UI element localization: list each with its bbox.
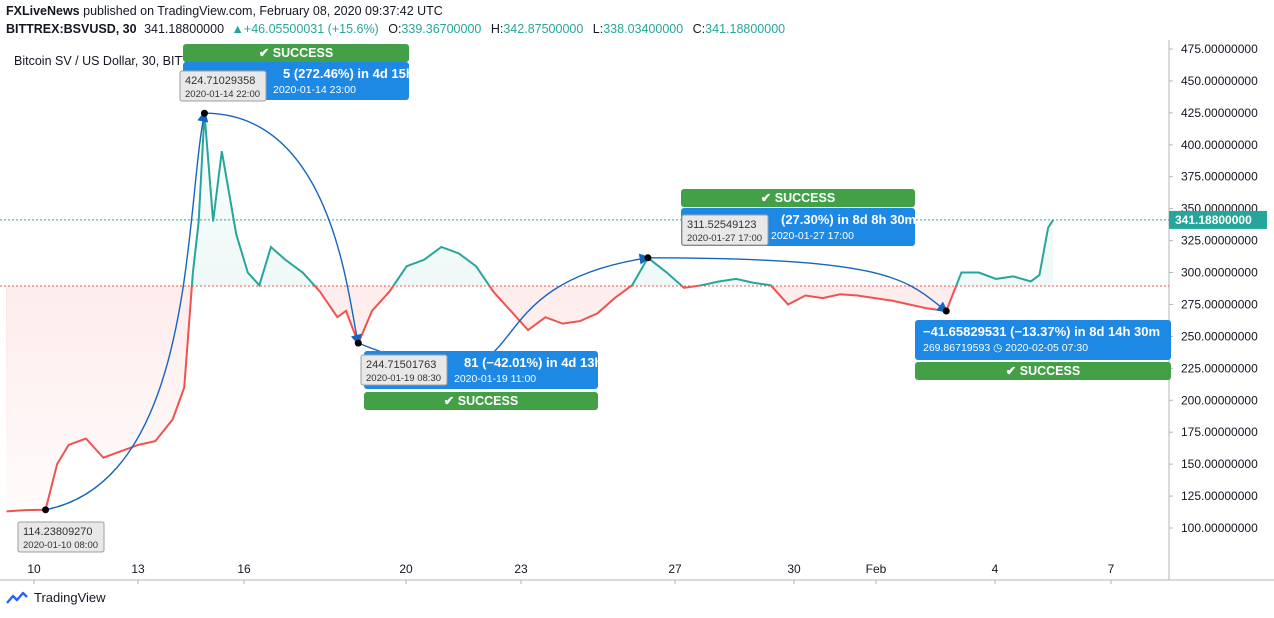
anchor-price-label: 114.23809270 <box>23 526 93 538</box>
success-badge <box>681 189 915 207</box>
x-tick-label: Feb <box>866 562 887 576</box>
anchor-date-label: 2020-01-19 08:30 <box>366 373 441 384</box>
anchor-date-label: 2020-01-10 08:00 <box>23 540 98 551</box>
open-label: O: <box>388 22 402 36</box>
open-value: 339.36700000 <box>401 22 482 36</box>
publisher-name: FXLiveNews <box>6 4 80 18</box>
result-callout-text: (27.30%) in 8d 8h 30m <box>781 212 916 227</box>
y-tick-label: 225.00000000 <box>1181 361 1258 375</box>
low-label: L: <box>592 22 604 36</box>
anchor-price-label: 311.52549123 <box>687 219 757 231</box>
success-badge-label: ✔ SUCCESS <box>259 46 333 60</box>
success-badge-label: ✔ SUCCESS <box>1006 364 1080 378</box>
result-callout-date: 269.86719593 ◷ 2020-02-05 07:30 <box>923 342 1088 354</box>
y-tick-label: 150.00000000 <box>1181 457 1258 471</box>
anchor-point <box>942 307 950 315</box>
success-badge-label: ✔ SUCCESS <box>444 394 518 408</box>
result-callout-text: 5 (272.46%) in 4d 15h <box>283 66 414 81</box>
low-value: 338.03400000 <box>603 22 684 36</box>
anchor-label-box <box>360 354 448 386</box>
symbol-line: BITTREX:BSVUSD, 30 341.18800000 ▲+46.055… <box>6 22 785 36</box>
anchor-point <box>200 109 208 117</box>
y-tick-label: 300.00000000 <box>1181 266 1258 280</box>
high-value: 342.87500000 <box>503 22 584 36</box>
y-tick-label: 100.00000000 <box>1181 521 1258 535</box>
tradingview-logo-icon[interactable] <box>6 591 28 605</box>
y-tick-label: 450.00000000 <box>1181 74 1258 88</box>
anchor-price-label: 244.71501763 <box>366 359 436 371</box>
symbol-label: BITTREX:BSVUSD, 30 <box>6 22 137 36</box>
projection-arrow <box>204 112 362 346</box>
up-triangle-icon: ▲ <box>231 22 244 36</box>
x-tick-label: 27 <box>668 562 682 576</box>
anchor-point <box>644 254 652 262</box>
projection-arrow <box>647 257 949 313</box>
last-price-tag-label: 341.18800000 <box>1175 213 1252 227</box>
y-tick-label: 475.00000000 <box>1181 42 1258 56</box>
area-below-reference <box>6 285 957 512</box>
chart-title: Bitcoin SV / US Dollar, 30, BITTREX <box>14 54 216 68</box>
y-tick-label: 375.00000000 <box>1181 170 1258 184</box>
last-price: 341.18800000 <box>144 22 225 36</box>
publish-line: FXLiveNews published on TradingView.com,… <box>6 4 443 18</box>
price-line-down <box>6 285 958 513</box>
y-tick-label: 275.00000000 <box>1181 297 1258 311</box>
x-tick-label: 7 <box>1108 562 1115 576</box>
anchor-label-box <box>179 70 267 102</box>
close-value: 341.18800000 <box>705 22 786 36</box>
result-callout <box>915 320 1171 360</box>
success-badge-label: ✔ SUCCESS <box>761 191 835 205</box>
price-chart[interactable]: 100.00000000 125.00000000 150.00000000 175.… <box>0 40 1274 585</box>
y-tick-label: 200.00000000 <box>1181 393 1258 407</box>
x-tick-label: 16 <box>237 562 251 576</box>
result-callout-text: 81 (−42.01%) in 4d 13h <box>464 355 602 370</box>
anchor-point <box>42 506 50 514</box>
published-text: published on TradingView.com, February 0… <box>83 4 443 18</box>
success-badge <box>364 392 598 410</box>
tradingview-brand[interactable]: TradingView <box>34 590 106 605</box>
price-change: +46.05500031 (+15.6%) <box>243 22 379 36</box>
y-tick-label: 325.00000000 <box>1181 234 1258 248</box>
y-tick-label: 250.00000000 <box>1181 329 1258 343</box>
last-price-tag <box>1169 210 1267 229</box>
anchor-date-label: 2020-01-14 22:00 <box>185 89 260 100</box>
x-tick-label: 10 <box>27 562 41 576</box>
anchor-price-label: 424.71029358 <box>185 75 255 87</box>
anchor-label-box <box>17 521 105 553</box>
y-tick-label: 175.00000000 <box>1181 425 1258 439</box>
projection-arrow <box>45 110 209 511</box>
anchor-label-box <box>681 214 769 246</box>
result-callout-date: 2020-01-14 23:00 <box>273 84 356 96</box>
result-callout-date: 2020-01-19 11:00 <box>454 373 536 385</box>
x-tick-label: 13 <box>131 562 145 576</box>
footer: TradingView <box>6 590 106 605</box>
x-tick-label: 23 <box>514 562 528 576</box>
anchor-date-label: 2020-01-27 17:00 <box>687 233 762 244</box>
y-tick-label: 425.00000000 <box>1181 106 1258 120</box>
success-badge <box>915 362 1171 380</box>
y-tick-label: 125.00000000 <box>1181 489 1258 503</box>
result-callout-date: 2020-01-27 17:00 <box>771 230 854 242</box>
result-callout-text: −41.65829531 (−13.37%) in 8d 14h 30m <box>923 324 1160 339</box>
success-badge <box>183 44 409 62</box>
x-tick-label: 30 <box>787 562 801 576</box>
close-label: C: <box>692 22 706 36</box>
y-tick-label: 400.00000000 <box>1181 138 1258 152</box>
anchor-point <box>354 339 362 347</box>
x-tick-label: 20 <box>399 562 413 576</box>
high-label: H: <box>490 22 504 36</box>
area-left-fill <box>6 285 7 513</box>
x-tick-label: 4 <box>992 562 999 576</box>
